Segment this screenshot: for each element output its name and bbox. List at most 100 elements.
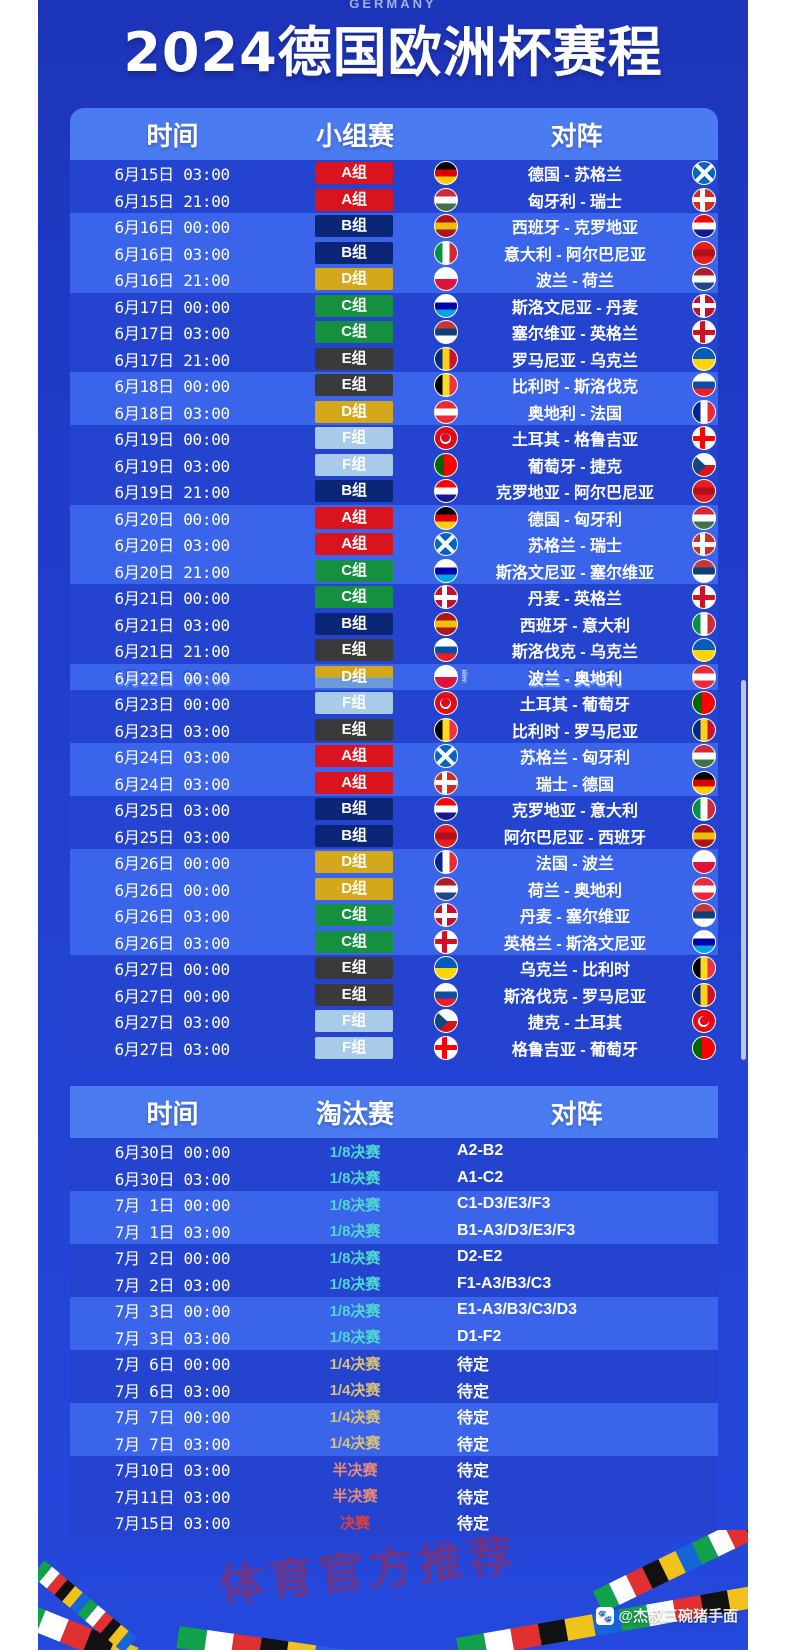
- table-row[interactable]: 6月16日 03:00 B组 意大利 - 阿尔巴尼亚: [70, 240, 718, 267]
- match-cell: 斯洛伐克 - 乌克兰: [433, 638, 718, 663]
- group-badge-cell: F组: [274, 427, 434, 450]
- table-row[interactable]: 6月23日 03:00 E组 比利时 - 罗马尼亚: [70, 717, 718, 744]
- flag-icon: [433, 638, 458, 663]
- match-teams: 荷兰 - 奥地利: [527, 882, 623, 900]
- match-cell: 乌克兰 - 比利时: [433, 956, 718, 981]
- flag-icon: [692, 638, 716, 663]
- match-teams: 法国 - 波兰: [535, 856, 615, 874]
- table-row[interactable]: 6月27日 03:00 F组 格鲁吉亚 - 葡萄牙: [70, 1035, 718, 1062]
- match-cell: 丹麦 - 塞尔维亚: [433, 903, 718, 928]
- flag-icon: [433, 876, 458, 901]
- match-cell: 波兰 - 奥地利: [433, 664, 718, 689]
- scrollbar[interactable]: [741, 680, 746, 1060]
- table-row[interactable]: 7月 1日 00:00 1/8决赛 C1-D3/E3/F3: [70, 1191, 718, 1218]
- row-band: 6月24日 03:00 A组 苏格兰 - 匈牙利 6月24日 03:00 A组 瑞士 - …: [70, 743, 718, 796]
- table-row[interactable]: 6月21日 03:00 B组 西班牙 - 意大利: [70, 611, 718, 638]
- row-band: 6月30日 00:00 1/8决赛 A2-B2 6月30日 03:00 1/8决赛 A1-…: [70, 1138, 718, 1191]
- table-row[interactable]: 6月19日 03:00 F组 葡萄牙 - 捷克: [70, 452, 718, 479]
- group-badge-cell: C组: [274, 294, 434, 317]
- table-row[interactable]: 7月 6日 03:00 1/4决赛 待定: [70, 1377, 718, 1404]
- row-band: 6月18日 00:00 E组 比利时 - 斯洛伐克 6月18日 03:00 D组 奥地利 …: [70, 372, 718, 425]
- table-row[interactable]: 6月26日 00:00 D组 法国 - 波兰: [70, 849, 718, 876]
- table-row[interactable]: 7月 3日 03:00 1/8决赛 D1-F2: [70, 1324, 718, 1351]
- flag-icon: [692, 585, 716, 610]
- match-cell: 土耳其 - 格鲁吉亚: [433, 426, 718, 451]
- match-time: 6月23日 00:00: [114, 695, 230, 715]
- table-row[interactable]: 6月26日 00:00 D组 荷兰 - 奥地利: [70, 876, 718, 903]
- table-row[interactable]: 6月30日 00:00 1/8决赛 A2-B2: [70, 1138, 718, 1165]
- knockout-matchup: E1-A3/B3/C3/D3: [457, 1301, 578, 1319]
- group-badge-cell: B组: [274, 798, 434, 821]
- table-row[interactable]: 6月30日 03:00 1/8决赛 A1-C2: [70, 1165, 718, 1192]
- flag-icon: [433, 320, 458, 345]
- table-row[interactable]: 6月15日 21:00 A组 匈牙利 - 瑞士: [70, 187, 718, 214]
- table-row[interactable]: 6月17日 03:00 C组 塞尔维亚 - 英格兰: [70, 319, 718, 346]
- flag-icon: [433, 956, 458, 981]
- match-teams: 捷克 - 土耳其: [527, 1015, 623, 1033]
- table-row[interactable]: 6月18日 03:00 D组 奥地利 - 法国: [70, 399, 718, 426]
- table-row[interactable]: 6月19日 21:00 B组 克罗地亚 - 阿尔巴尼亚: [70, 478, 718, 505]
- table-row[interactable]: 6月27日 00:00 E组 斯洛伐克 - 罗马尼亚: [70, 982, 718, 1009]
- match-time: 6月18日 03:00: [114, 403, 230, 423]
- table-row[interactable]: 7月11日 03:00 半决赛 待定: [70, 1483, 718, 1510]
- table-row[interactable]: 6月17日 00:00 C组 斯洛文尼亚 - 丹麦: [70, 293, 718, 320]
- table-row[interactable]: 7月 6日 00:00 1/4决赛 待定: [70, 1350, 718, 1377]
- group-badge-cell: D组: [274, 268, 434, 291]
- group-badge: A组: [315, 188, 394, 211]
- row-band: 6月16日 00:00 B组 西班牙 - 克罗地亚 6月16日 03:00 B组 意大利 …: [70, 213, 718, 293]
- match-cell: 斯洛文尼亚 - 丹麦: [433, 293, 718, 318]
- table-row[interactable]: 7月 3日 00:00 1/8决赛 E1-A3/B3/C3/D3: [70, 1297, 718, 1324]
- table-row[interactable]: 7月 2日 00:00 1/8决赛 D2-E2: [70, 1244, 718, 1271]
- group-badge-cell: D组: [274, 851, 434, 874]
- flag-icon: [692, 452, 716, 477]
- group-badge-cell: C组: [274, 904, 434, 927]
- match-cell: 苏格兰 - 匈牙利: [433, 744, 718, 769]
- table-row[interactable]: 6月27日 00:00 E组 乌克兰 - 比利时: [70, 955, 718, 982]
- table-row[interactable]: 7月 7日 00:00 1/4决赛 待定: [70, 1403, 718, 1430]
- table-row[interactable]: 7月 1日 03:00 1/8决赛 B1-A3/D3/E3/F3: [70, 1218, 718, 1245]
- table-row[interactable]: 6月15日 03:00 A组 德国 - 苏格兰: [70, 160, 718, 187]
- row-band: 6月17日 00:00 C组 斯洛文尼亚 - 丹麦 6月17日 03:00 C组 塞尔维亚…: [70, 292, 718, 373]
- table-row[interactable]: 6月23日 00:00 F组 土耳其 - 葡萄牙: [70, 690, 718, 717]
- flag-icon: [692, 346, 716, 371]
- table-row[interactable]: 6月25日 03:00 B组 阿尔巴尼亚 - 西班牙: [70, 823, 718, 850]
- table-row[interactable]: 6月16日 00:00 B组 西班牙 - 克罗地亚: [70, 213, 718, 240]
- table-row[interactable]: 6月25日 03:00 B组 克罗地亚 - 意大利: [70, 796, 718, 823]
- table-row[interactable]: 6月20日 21:00 C组 斯洛文尼亚 - 塞尔维亚: [70, 558, 718, 585]
- table-row[interactable]: 6月24日 03:00 A组 苏格兰 - 匈牙利: [70, 743, 718, 770]
- match-time: 6月19日 21:00: [114, 483, 230, 503]
- match-time: 7月 1日 00:00: [114, 1196, 231, 1216]
- table-row[interactable]: 6月18日 00:00 E组 比利时 - 斯洛伐克: [70, 372, 718, 399]
- table-row[interactable]: 6月21日 21:00 E组 斯洛伐克 - 乌克兰: [70, 637, 718, 664]
- table-row[interactable]: 7月10日 03:00 半决赛 待定: [70, 1456, 718, 1483]
- group-badge-cell: C组: [274, 930, 434, 953]
- flag-icon: [433, 929, 458, 954]
- group-badge-cell: F组: [274, 453, 434, 476]
- match-teams: 克罗地亚 - 意大利: [511, 803, 639, 821]
- table-row[interactable]: 6月21日 00:00 C组 丹麦 - 英格兰: [70, 584, 718, 611]
- row-band: 6月26日 00:00 D组 法国 - 波兰 6月26日 00:00 D组 荷兰 - 奥地…: [70, 849, 718, 955]
- group-badge: E组: [315, 983, 394, 1006]
- group-badge-cell: F组: [274, 1010, 434, 1033]
- table-row[interactable]: 6月16日 21:00 D组 波兰 - 荷兰: [70, 266, 718, 293]
- table-row[interactable]: 6月20日 00:00 A组 德国 - 匈牙利: [70, 505, 718, 532]
- match-time: 7月 6日 00:00: [114, 1355, 231, 1375]
- table-row[interactable]: 7月 2日 03:00 1/8决赛 F1-A3/B3/C3: [70, 1271, 718, 1298]
- flag-icon: [692, 982, 716, 1007]
- ko-col-header-time: 时间: [146, 1099, 199, 1130]
- table-row[interactable]: 7月 7日 03:00 1/4决赛 待定: [70, 1430, 718, 1457]
- table-row[interactable]: 6月27日 03:00 F组 捷克 - 土耳其: [70, 1008, 718, 1035]
- table-row[interactable]: 6月17日 21:00 E组 罗马尼亚 - 乌克兰: [70, 346, 718, 373]
- table-row[interactable]: 6月19日 00:00 F组 土耳其 - 格鲁吉亚: [70, 425, 718, 452]
- table-row[interactable]: 6月26日 03:00 C组 英格兰 - 斯洛文尼亚: [70, 929, 718, 956]
- ko-col-header-stage: 淘汰赛: [315, 1099, 394, 1130]
- table-row[interactable]: 7月15日 03:00 决赛 待定: [70, 1509, 718, 1536]
- knockout-stage-label: 1/8决赛: [329, 1276, 381, 1294]
- table-row[interactable]: 6月24日 03:00 A组 瑞士 - 德国: [70, 770, 718, 797]
- table-row[interactable]: 6月26日 03:00 C组 丹麦 - 塞尔维亚: [70, 902, 718, 929]
- match-teams: 波兰 - 奥地利: [462, 665, 688, 689]
- group-badge-cell: B组: [274, 241, 434, 264]
- group-badge: C组: [315, 294, 394, 317]
- table-row[interactable]: 6月20日 03:00 A组 苏格兰 - 瑞士: [70, 531, 718, 558]
- table-row[interactable]: 6月22日 00:00 D组 波兰 - 奥地利: [70, 664, 718, 691]
